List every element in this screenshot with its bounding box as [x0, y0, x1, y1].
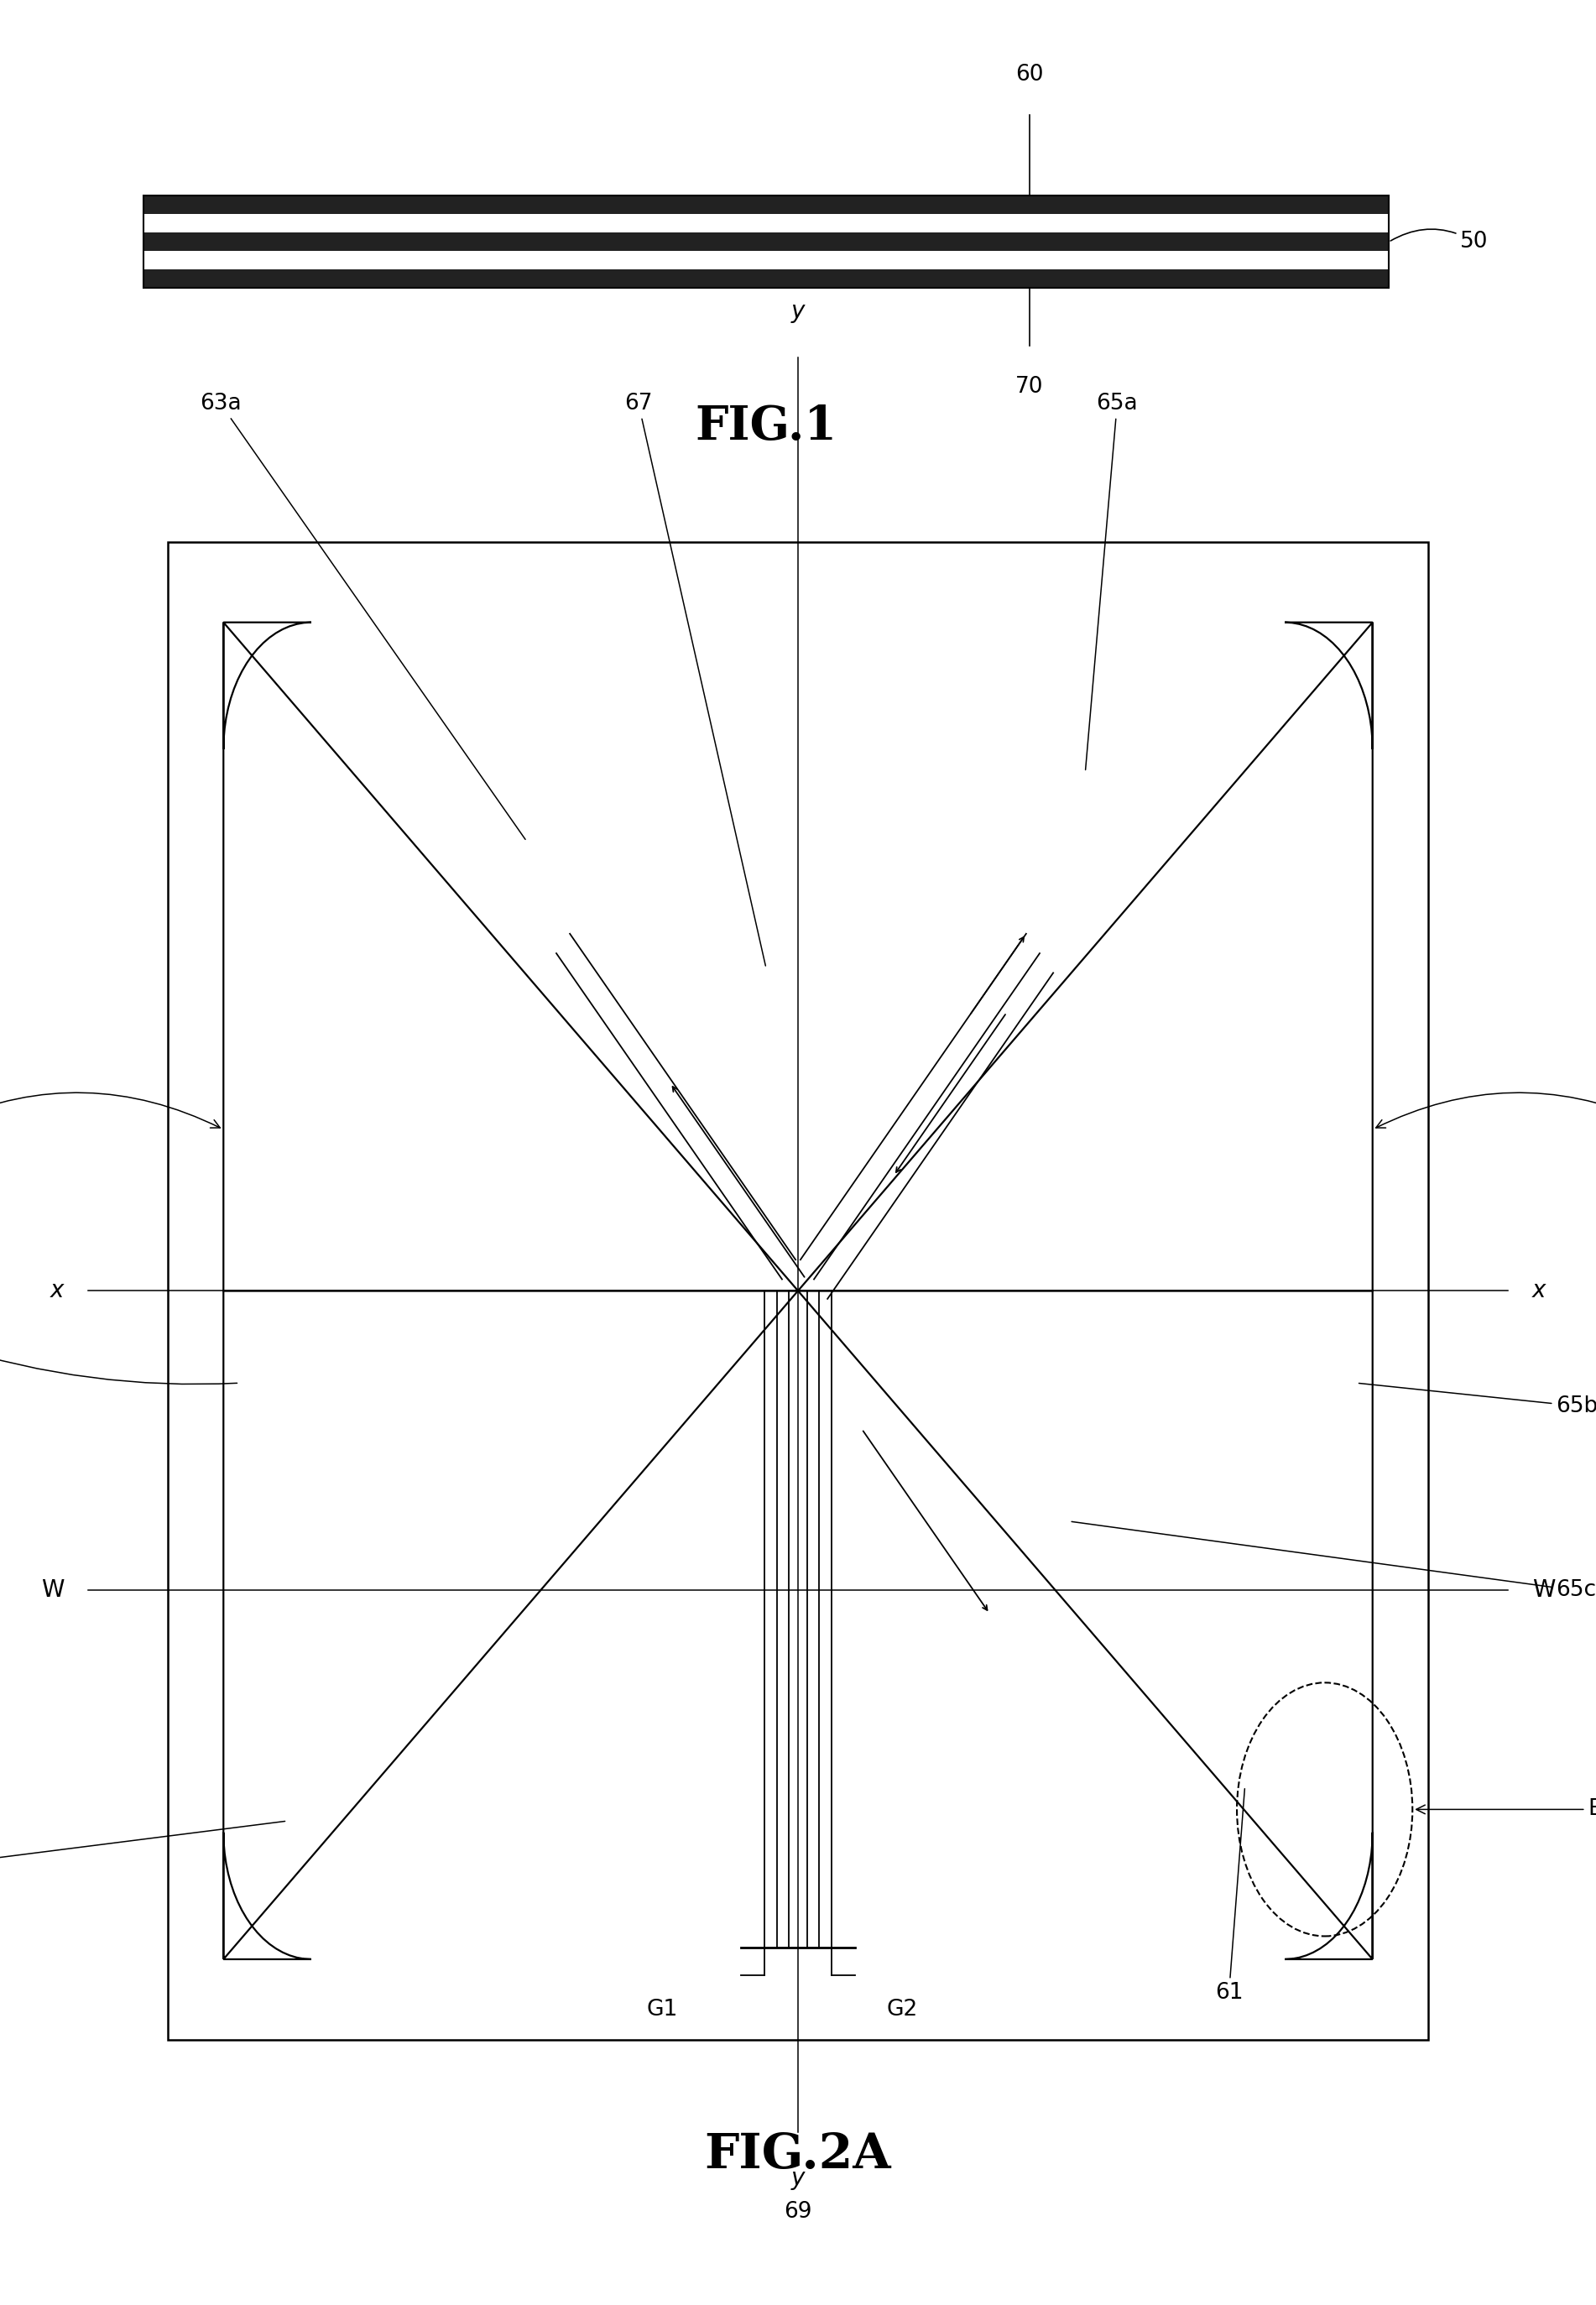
- Text: 69: 69: [784, 2201, 812, 2222]
- Text: 65c: 65c: [1071, 1521, 1596, 1602]
- Text: y: y: [792, 300, 804, 323]
- Text: 63c: 63c: [0, 1821, 286, 1879]
- Bar: [144, 196, 1389, 288]
- Bar: [144, 196, 1389, 214]
- Bar: [144, 214, 1389, 233]
- Text: E: E: [1416, 1798, 1596, 1821]
- Text: G2: G2: [886, 1998, 918, 2019]
- Text: 70: 70: [1015, 376, 1044, 396]
- Bar: [168, 542, 1428, 2040]
- Text: 61: 61: [1215, 1789, 1245, 2003]
- Bar: [144, 251, 1389, 270]
- Text: FIG.1: FIG.1: [696, 403, 836, 449]
- Text: 50: 50: [1390, 228, 1489, 254]
- Text: x: x: [1532, 1279, 1547, 1302]
- Bar: [144, 233, 1389, 251]
- Text: FIG.2A: FIG.2A: [704, 2132, 892, 2178]
- Text: 63: 63: [0, 1093, 220, 1141]
- Text: 67: 67: [624, 392, 766, 966]
- Text: W: W: [41, 1579, 64, 1602]
- Text: y: y: [792, 2167, 804, 2190]
- Text: G1: G1: [646, 1998, 678, 2019]
- Text: x: x: [49, 1279, 64, 1302]
- Text: 65b: 65b: [1358, 1383, 1596, 1418]
- Text: W: W: [1532, 1579, 1555, 1602]
- Text: 60: 60: [1015, 65, 1044, 85]
- Bar: [144, 270, 1389, 288]
- Text: 63a: 63a: [200, 392, 525, 839]
- Text: 65: 65: [1376, 1093, 1596, 1141]
- Text: 63b: 63b: [0, 1325, 238, 1385]
- Text: 65a: 65a: [1085, 392, 1138, 770]
